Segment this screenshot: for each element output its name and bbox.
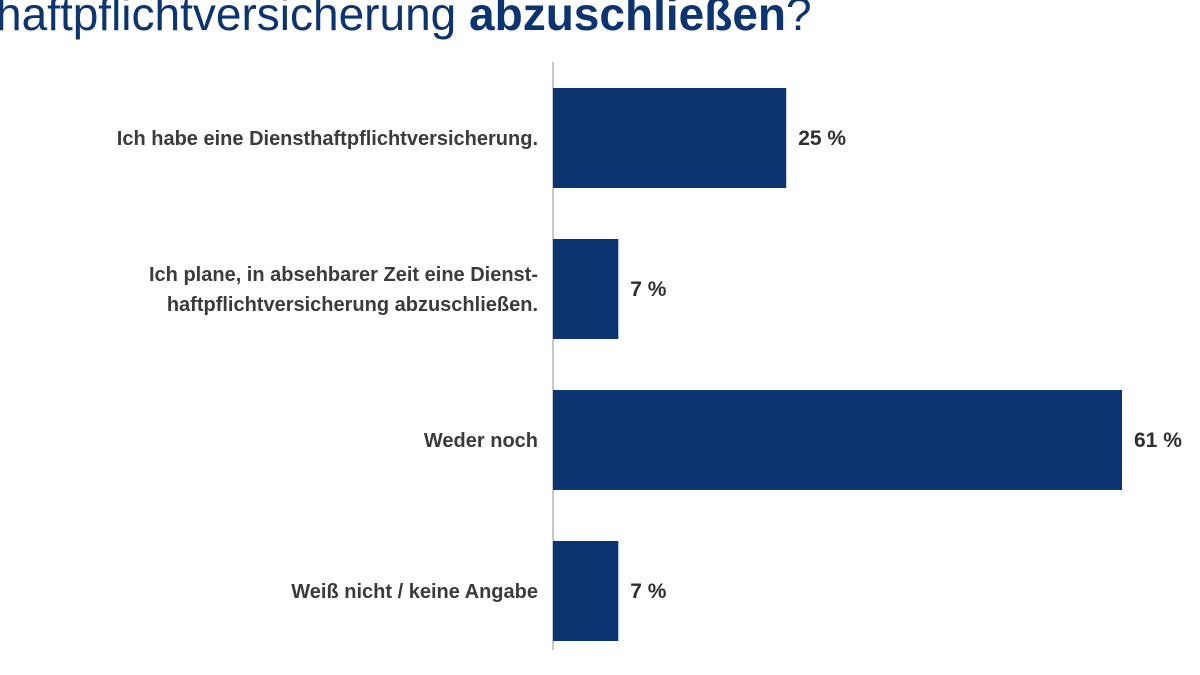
category-line: Ich plane, in absehbarer Zeit eine Diens… [149, 264, 538, 286]
value-label: 7 % [630, 580, 667, 603]
bar [553, 541, 619, 641]
title-part: haftpflichtversicherung [0, 0, 469, 40]
category-label: Weder noch [424, 430, 538, 452]
bar [553, 88, 787, 188]
chart-title: haftpflichtversicherung abzuschließen? [0, 0, 812, 40]
title-part: ? [786, 0, 812, 40]
title-part: abzuschließen [469, 0, 786, 40]
category-label: Weiß nicht / keine Angabe [291, 581, 538, 603]
category-line: Ich habe eine Diensthaftpflichtversicher… [117, 128, 538, 150]
value-label: 25 % [798, 127, 846, 150]
category-label: Ich plane, in absehbarer Zeit eine Diens… [149, 264, 538, 316]
category-label: Ich habe eine Diensthaftpflichtversicher… [117, 128, 538, 150]
bar [553, 390, 1122, 490]
value-label: 61 % [1134, 429, 1182, 452]
category-line: Weder noch [424, 430, 538, 452]
category-line: haftpflichtversicherung abzuschließen. [167, 294, 538, 316]
category-line: Weiß nicht / keine Angabe [291, 581, 538, 603]
bar [553, 239, 619, 339]
value-label: 7 % [630, 278, 667, 301]
